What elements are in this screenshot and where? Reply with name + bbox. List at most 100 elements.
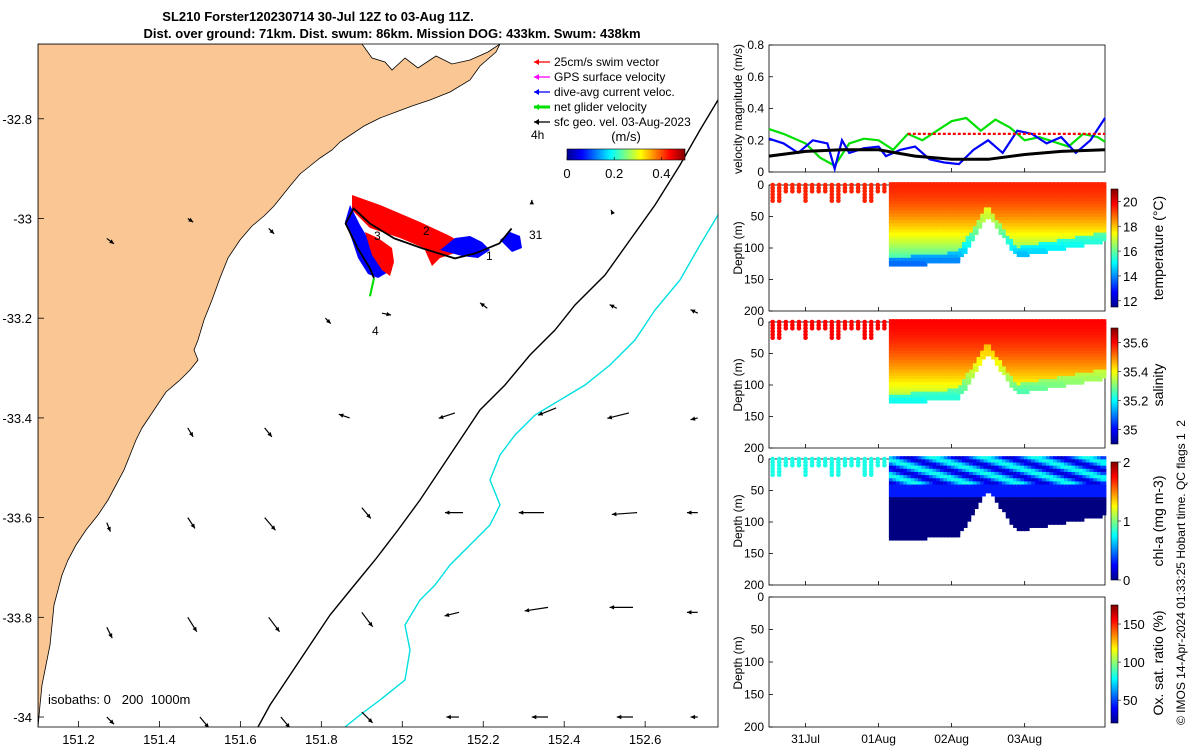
salinity-cell [1049,369,1056,376]
salinity-sample [836,332,841,337]
chl-a-cell [1071,459,1078,465]
chl-a-cell [1020,478,1026,484]
temperature-cell [998,220,1005,226]
chl-a-cell [899,522,906,528]
map-x-ticks: 151.2 151.4 151.6 151.8 152 152.2 152.4 152.6 [62,721,661,747]
chl-a-cell [1097,459,1103,465]
salinity-cell [918,331,924,338]
salinity-cell [936,338,942,344]
temperature-sample [849,185,854,191]
salinity-cell [1013,369,1019,376]
salinity-sample [849,319,854,325]
temperature-cell [958,248,964,254]
temperature-cell [983,213,990,220]
temperature-cell [929,185,935,191]
chl-a-cell [980,478,986,484]
chl-a-cell [899,462,906,469]
salinity-cell [1093,322,1100,328]
salinity-cell [903,334,910,341]
temperature-cell [1031,185,1037,191]
salinity-cell [940,372,946,379]
temperature-cell [1053,182,1059,188]
temperature-cell [976,210,983,217]
chl-a-cell [918,462,924,469]
salinity-sample [783,326,789,331]
salinity-cell [951,382,957,388]
salinity-cell [947,338,953,344]
temperature-cell [925,188,932,195]
chl-a-cell [1056,503,1063,510]
temperature-cell [947,191,953,198]
salinity-cell [918,372,924,379]
temperature-cell [1045,226,1052,232]
temperature-cell [896,185,902,191]
chl-a-cell [998,456,1005,462]
salinity-cell [1097,366,1103,373]
salinity-sample [855,322,861,328]
chl-a-cell [936,478,942,484]
temperature-cell [991,216,997,223]
chl-a-cell [910,497,917,503]
chl-a-cell [1067,475,1074,481]
chl-a-cell [918,509,924,516]
chl-a-cell [1082,490,1089,497]
temperature-cell [1060,197,1067,204]
salinity-cell [954,338,961,344]
salinity-sample [849,322,854,328]
chl-a-cell [1027,484,1034,491]
geo-vector-head-4 [610,209,615,215]
salinity-cell [1086,350,1092,357]
salinity-cell [1016,347,1023,354]
chl-a-cell [1035,478,1041,484]
chl-a-cell [1005,462,1012,469]
salinity-cell [910,379,917,385]
chl-a-cell [896,525,902,532]
chl-a-cell [932,487,939,494]
temperature-cell [925,191,932,198]
chl-a-sample [776,466,782,471]
chl-a-cell [1042,484,1048,491]
temperature-cell [1027,216,1034,223]
salinity-cell [1049,338,1056,344]
time-x-ticks: 31Jul 01Aug 02Aug 03Aug [791,168,1042,746]
chl-a-cell [1082,509,1089,516]
salinity-cell [1093,334,1100,341]
salinity-cell [943,369,950,376]
chl-a-cell [1027,478,1034,484]
chl-a-cell [958,456,964,462]
chl-a-cell [1067,468,1074,475]
salinity-cell [1031,319,1037,325]
salinity-cell [1013,375,1019,382]
chl-a-cell [1093,512,1100,519]
temperature-cell [918,216,924,223]
salinity-cell [943,353,950,360]
chl-a-cell [954,531,961,538]
salinity-cell [925,379,932,385]
chl-a-cell [1024,456,1030,462]
temperature-cell [892,248,899,254]
temperature-cell [1089,204,1096,210]
salinity-cell [907,322,913,328]
temperature-cell [961,248,968,254]
temperature-cell [1016,245,1023,251]
temperature-cell [987,201,994,207]
chl-a-ytick-label-0: 0 [757,452,764,466]
legend-label-3: net glider velocity [554,100,647,114]
chl-a-cell [943,509,950,516]
chl-a-cell [1020,490,1026,497]
chl-a-cell [907,500,913,506]
salinity-cell [888,328,895,335]
salinity-cell [888,375,895,382]
chl-a-cell [921,534,928,541]
chl-a-cell [1002,462,1008,469]
chl-a-cell [1013,459,1019,465]
salinity-cell [903,347,910,354]
salinity-cell [994,347,1001,354]
temperature-cell [896,257,902,264]
temperature-cell [940,182,946,188]
chl-a-cell [943,481,950,487]
salinity-cell [936,341,942,347]
salinity-cell [914,341,921,347]
chl-a-cell [918,519,924,525]
salinity-cell [961,350,968,357]
